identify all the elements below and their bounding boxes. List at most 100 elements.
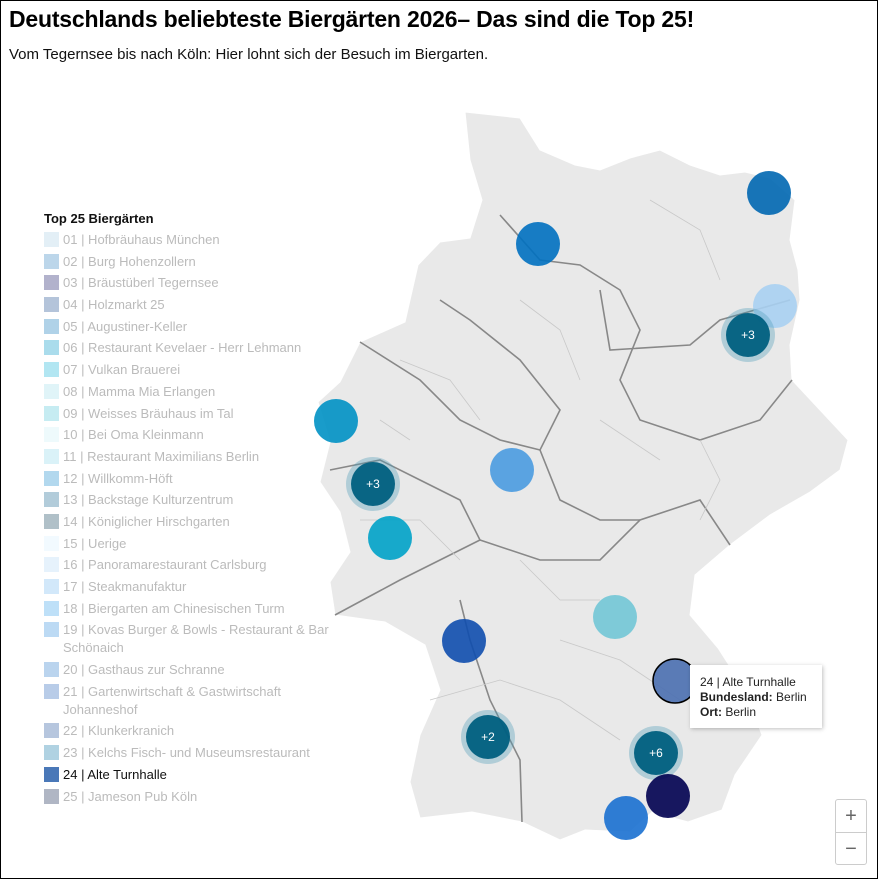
marker-circle[interactable]	[314, 399, 358, 443]
legend-item-label: 14 | Königlicher Hirschgarten	[63, 513, 230, 529]
legend-item-label: 18 | Biergarten am Chinesischen Turm	[63, 600, 285, 616]
cluster-marker[interactable]: +2	[461, 710, 515, 764]
location-marker[interactable]	[604, 796, 648, 840]
legend-item[interactable]: 18 | Biergarten am Chinesischen Turm	[44, 600, 334, 618]
legend-swatch	[44, 448, 59, 464]
marker-circle[interactable]	[634, 731, 678, 775]
location-marker[interactable]	[368, 516, 412, 560]
zoom-out-button[interactable]: −	[845, 838, 857, 860]
legend-item-label: 03 | Bräustüberl Tegernsee	[63, 275, 219, 291]
legend-item[interactable]: 16 | Panoramarestaurant Carlsburg	[44, 556, 334, 574]
legend-item-label: 01 | Hofbräuhaus München	[63, 232, 220, 247]
legend-item-label: 24 | Alte Turnhalle	[63, 766, 167, 782]
legend-item[interactable]: 05 | Augustiner-Keller	[44, 318, 334, 336]
legend-item-label: 11 | Restaurant Maximilians Berlin	[63, 448, 260, 464]
cluster-marker[interactable]: +3	[721, 308, 775, 362]
cluster-marker[interactable]: +3	[346, 457, 400, 511]
location-marker[interactable]	[753, 284, 797, 328]
marker-layer[interactable]: +3 +3 +2 +6	[314, 171, 797, 840]
location-marker[interactable]	[516, 222, 560, 266]
legend-swatch	[44, 557, 59, 573]
legend-item[interactable]: 15 | Uerige	[44, 535, 334, 553]
marker-circle[interactable]	[747, 171, 791, 215]
legend-swatch	[44, 383, 59, 399]
legend-swatch	[44, 470, 59, 486]
marker-circle[interactable]	[753, 284, 797, 328]
legend-item[interactable]: 09 | Weisses Bräuhaus im Tal	[44, 405, 334, 423]
legend-item[interactable]: 13 | Backstage Kulturzentrum	[44, 491, 334, 509]
legend-swatch	[44, 275, 59, 291]
location-marker[interactable]	[646, 774, 690, 818]
zoom-control: + −	[835, 799, 867, 865]
legend-swatch	[44, 253, 59, 269]
legend-item[interactable]: 04 | Holzmarkt 25	[44, 296, 334, 314]
legend-item-label: 02 | Burg Hohenzollern	[63, 253, 196, 269]
legend-item[interactable]: 24 | Alte Turnhalle	[44, 766, 334, 784]
location-marker[interactable]	[442, 619, 486, 663]
marker-circle[interactable]	[604, 796, 648, 840]
marker-circle[interactable]	[466, 715, 510, 759]
marker-circle[interactable]	[516, 222, 560, 266]
cluster-marker[interactable]: +6	[629, 726, 683, 780]
marker-tooltip: 24 | Alte Turnhalle Bundesland: Berlin O…	[690, 665, 822, 728]
marker-circle[interactable]	[726, 313, 770, 357]
cluster-count: +3	[741, 328, 755, 342]
legend-item[interactable]: 02 | Burg Hohenzollern	[44, 253, 334, 271]
tooltip-ort-label: Ort:	[700, 705, 722, 719]
legend-item[interactable]: 03 | Bräustüberl Tegernsee	[44, 274, 334, 292]
marker-circle[interactable]	[646, 774, 690, 818]
legend-swatch	[44, 683, 59, 699]
legend-item-label: 22 | Klunkerkranich	[63, 723, 175, 739]
legend-item[interactable]: 20 | Gasthaus zur Schranne	[44, 661, 334, 679]
legend-item[interactable]: 01 | Hofbräuhaus München	[44, 231, 334, 249]
legend-swatch	[44, 745, 59, 761]
legend-swatch	[44, 297, 59, 313]
legend-item[interactable]: 08 | Mamma Mia Erlangen	[44, 383, 334, 401]
legend-item[interactable]: 12 | Willkomm-Höft	[44, 470, 334, 488]
tooltip-bundesland-label: Bundesland:	[700, 690, 773, 704]
legend-swatch	[44, 427, 59, 443]
location-marker[interactable]	[314, 399, 358, 443]
legend-item-label: 06 | Restaurant Kevelaer - Herr Lehmann	[63, 340, 302, 356]
legend-swatch	[44, 318, 59, 334]
legend-item-label: 08 | Mamma Mia Erlangen	[63, 383, 216, 399]
legend-swatch	[44, 340, 59, 356]
marker-circle[interactable]	[593, 595, 637, 639]
legend-swatch	[44, 723, 59, 739]
legend-item[interactable]: 17 | Steakmanufaktur	[44, 578, 334, 596]
legend-item-label: 12 | Willkomm-Höft	[63, 470, 173, 486]
legend-item-label: 10 | Bei Oma Kleinmann	[63, 427, 204, 443]
legend-item-label: 17 | Steakmanufaktur	[63, 579, 187, 594]
legend-item[interactable]: 07 | Vulkan Brauerei	[44, 361, 334, 379]
legend-item[interactable]: 22 | Klunkerkranich	[44, 722, 334, 740]
legend-item[interactable]: 14 | Königlicher Hirschgarten	[44, 513, 334, 531]
page-subtitle: Vom Tegernsee bis nach Köln: Hier lohnt …	[9, 46, 489, 63]
location-marker[interactable]	[593, 595, 637, 639]
legend-item[interactable]: 06 | Restaurant Kevelaer - Herr Lehmann	[44, 339, 334, 357]
marker-circle[interactable]	[351, 462, 395, 506]
legend-swatch	[44, 622, 59, 638]
legend-item-label: 09 | Weisses Bräuhaus im Tal	[63, 405, 234, 421]
legend-item[interactable]: 21 | Gartenwirtschaft & Gastwirtschaft J…	[44, 683, 334, 719]
marker-circle[interactable]	[368, 516, 412, 560]
location-marker[interactable]	[747, 171, 791, 215]
marker-circle[interactable]	[490, 448, 534, 492]
location-marker[interactable]	[490, 448, 534, 492]
legend-item[interactable]: 10 | Bei Oma Kleinmann	[44, 426, 334, 444]
tooltip-title: 24 | Alte Turnhalle	[700, 675, 796, 689]
legend-item-label: 23 | Kelchs Fisch- und Museumsrestaurant	[63, 745, 310, 761]
legend-item[interactable]: 25 | Jameson Pub Köln	[44, 788, 334, 806]
page-title: Deutschlands beliebteste Biergärten 2026…	[9, 6, 695, 32]
legend-swatch	[44, 232, 59, 247]
legend-item-label: 07 | Vulkan Brauerei	[63, 362, 181, 378]
legend-swatch	[44, 492, 59, 508]
legend-item[interactable]: 23 | Kelchs Fisch- und Museumsrestaurant	[44, 744, 334, 762]
legend-item[interactable]: 11 | Restaurant Maximilians Berlin	[44, 448, 334, 466]
legend-item[interactable]: 19 | Kovas Burger & Bowls - Restaurant &…	[44, 621, 334, 657]
zoom-in-button[interactable]: +	[836, 800, 866, 833]
legend-item-label: 19 | Kovas Burger & Bowls - Restaurant &…	[63, 622, 329, 656]
marker-circle[interactable]	[442, 619, 486, 663]
legend-swatch	[44, 766, 59, 782]
legend-item-label: 20 | Gasthaus zur Schranne	[63, 662, 225, 678]
